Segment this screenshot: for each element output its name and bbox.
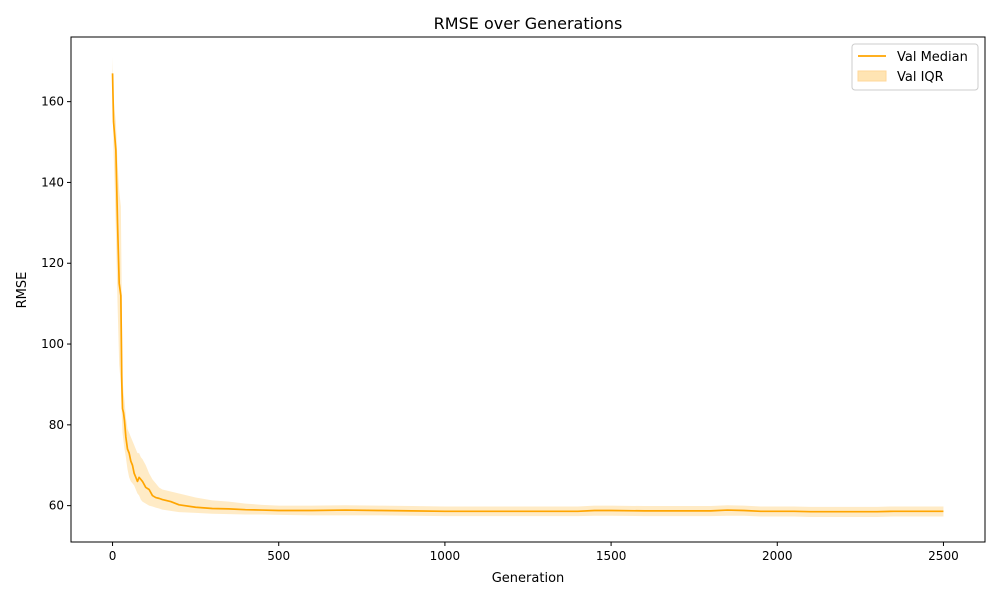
x-tick-label: 0 [109, 549, 117, 563]
x-tick-label: 1000 [430, 549, 461, 563]
y-tick-label: 120 [41, 256, 64, 270]
x-axis-label: Generation [492, 571, 565, 586]
x-tick-label: 2000 [762, 549, 793, 563]
val-median-line [111, 73, 944, 513]
plot-frame [70, 36, 986, 543]
legend: Val Median Val IQR [851, 43, 979, 91]
plot-area [111, 57, 944, 517]
legend-swatch-val-iqr [857, 70, 887, 82]
legend-label-val-median: Val Median [897, 50, 968, 65]
y-axis-label: RMSE [15, 272, 30, 309]
y-axis: 60 80 100 120 140 160 [41, 95, 71, 513]
x-tick-label: 1500 [596, 549, 627, 563]
y-tick-label: 160 [41, 95, 64, 109]
x-tick-label: 2500 [928, 549, 959, 563]
val-iqr-band [112, 57, 944, 517]
y-tick-label: 60 [49, 499, 64, 513]
y-tick-label: 100 [41, 337, 64, 351]
legend-label-val-iqr: Val IQR [897, 70, 944, 85]
x-axis: 0 500 1000 1500 2000 2500 [109, 542, 959, 563]
x-tick-label: 500 [267, 549, 290, 563]
y-tick-label: 80 [49, 418, 64, 432]
y-tick-label: 140 [41, 175, 64, 189]
chart-title: RMSE over Generations [434, 14, 623, 33]
